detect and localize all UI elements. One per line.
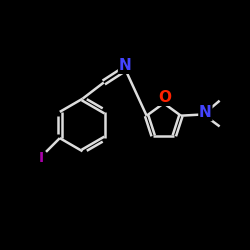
Text: I: I (38, 151, 44, 165)
Text: N: N (118, 58, 131, 73)
Text: N: N (199, 106, 212, 120)
Text: O: O (158, 90, 172, 105)
